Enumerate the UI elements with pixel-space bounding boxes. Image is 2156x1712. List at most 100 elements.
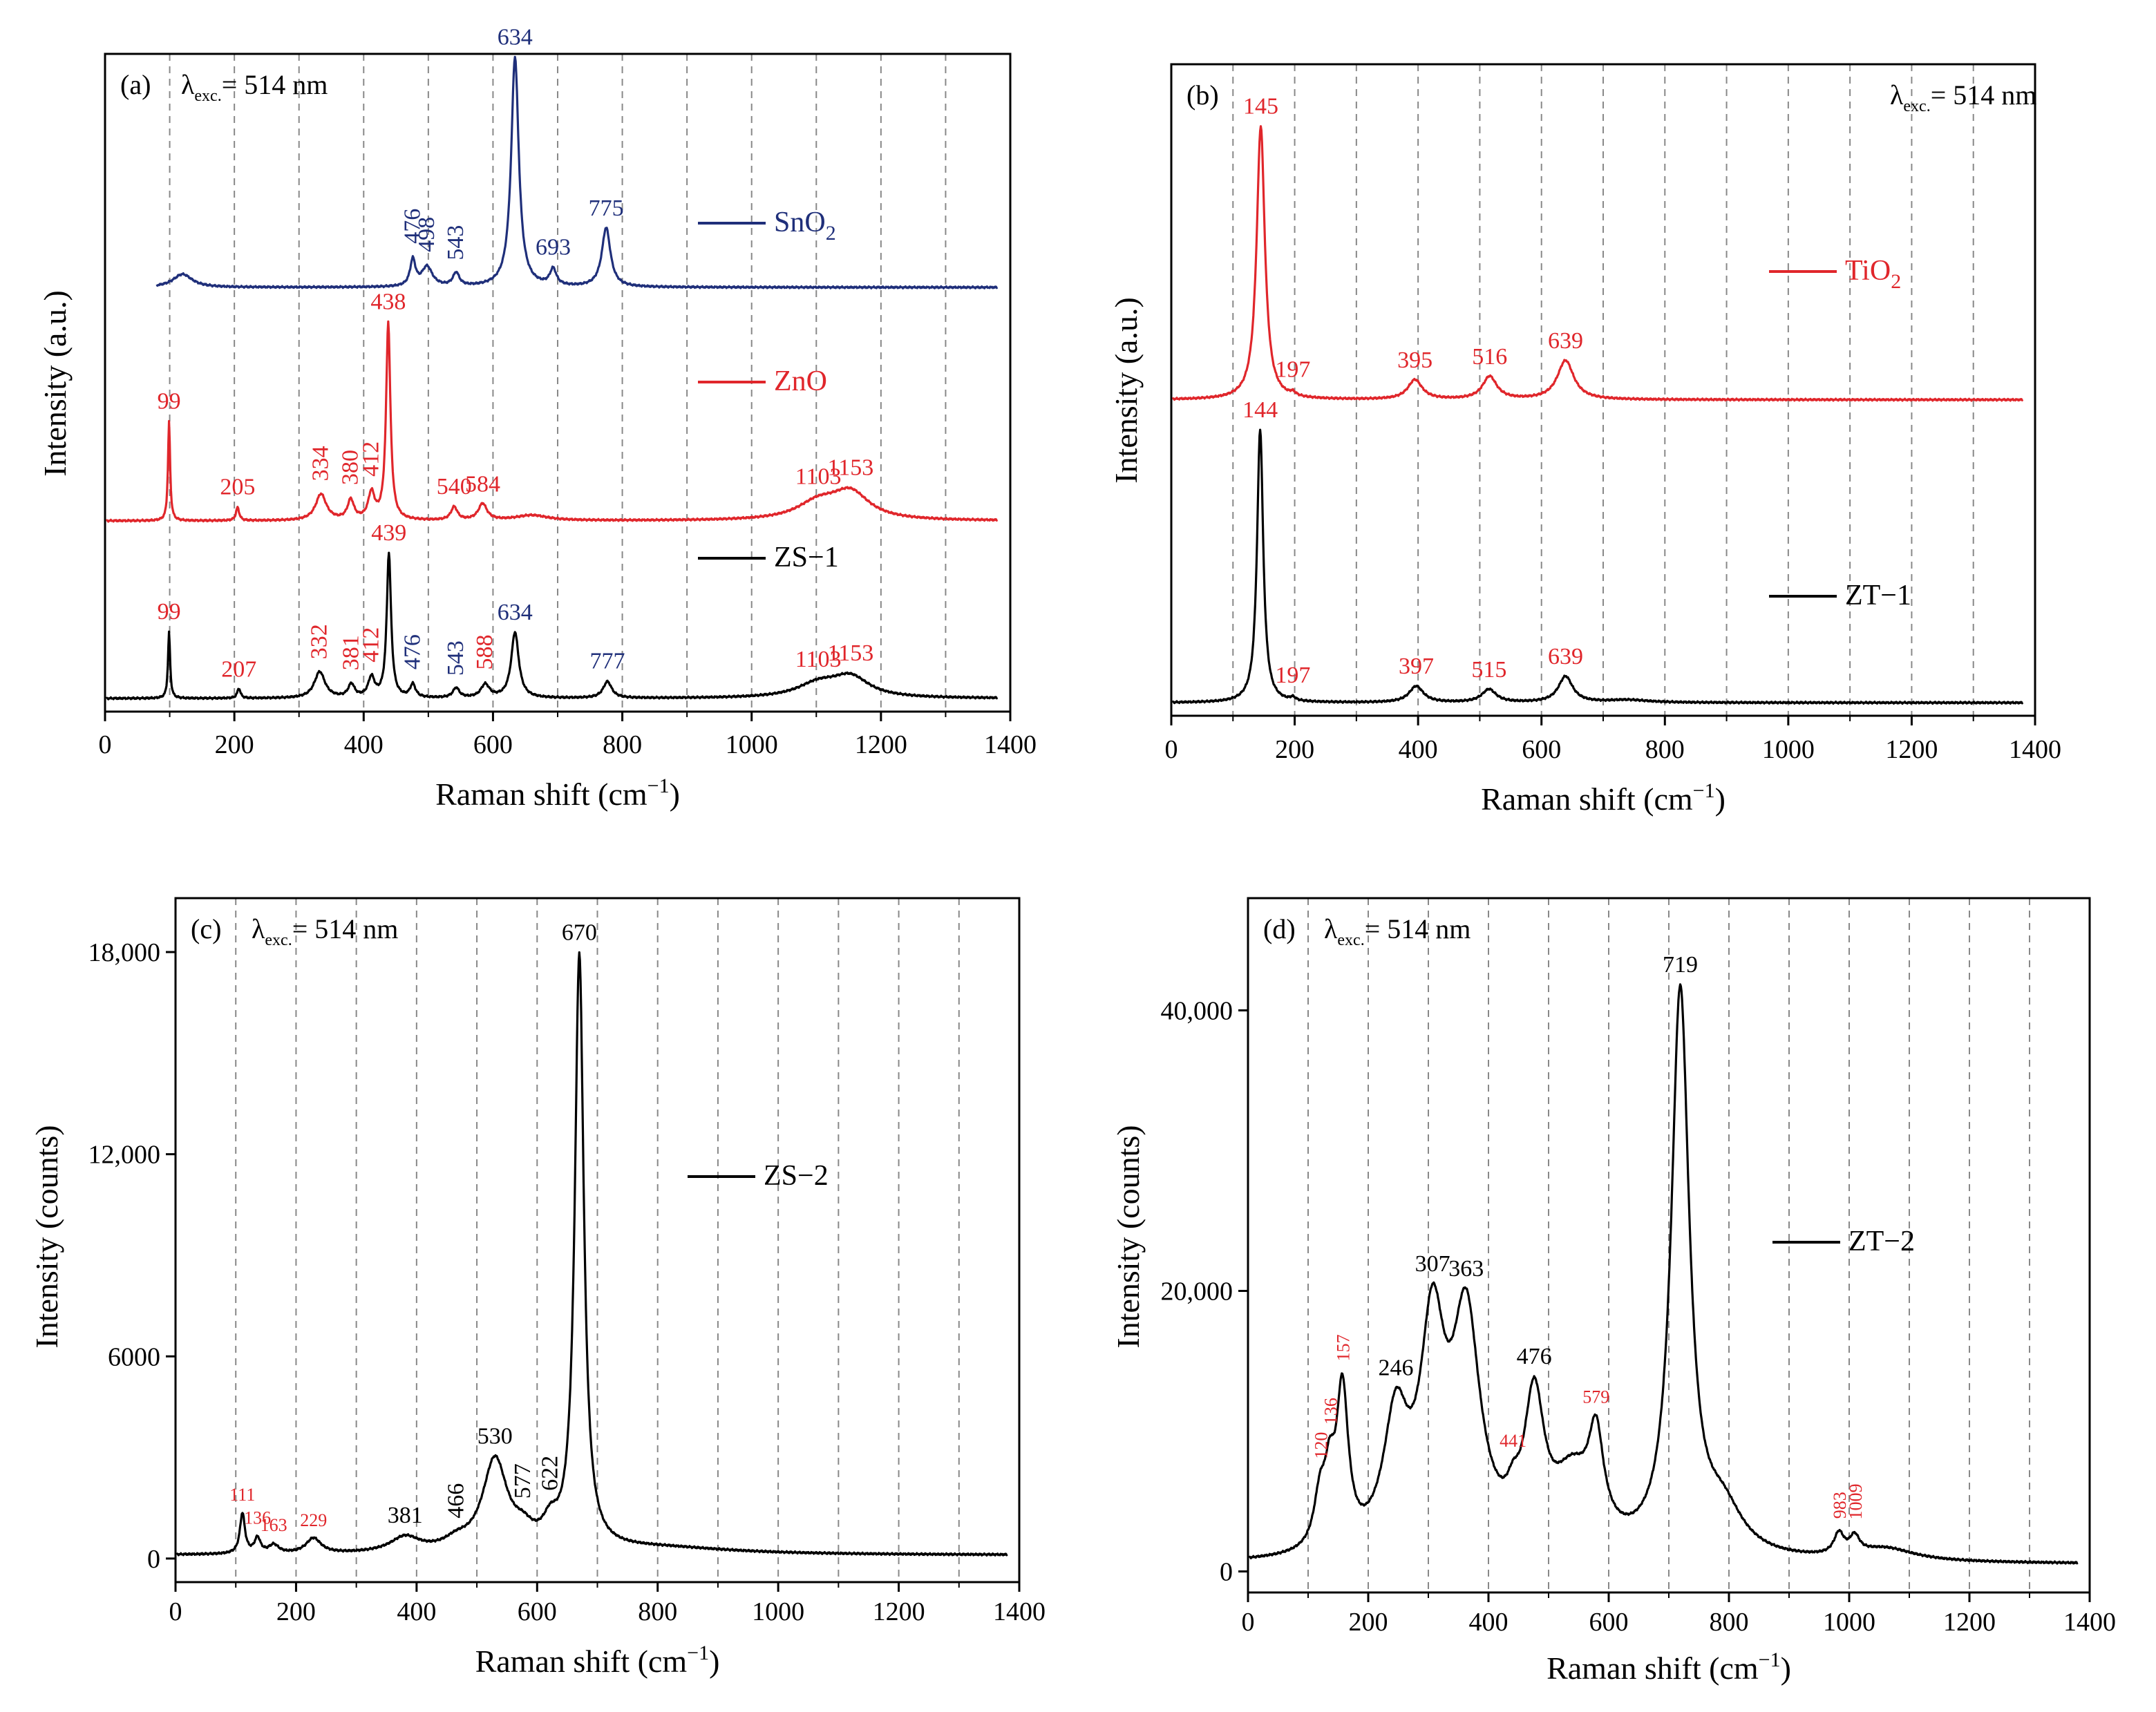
x-tick-label: 600 bbox=[1522, 735, 1561, 764]
x-tick-label: 1000 bbox=[1762, 735, 1815, 764]
panel-label: (d) bbox=[1263, 913, 1296, 944]
panel-d: 0 200 400 600 800 1000 1200 1400 0 20,000 40,000 Ra… bbox=[1110, 897, 2116, 1686]
peak-label: 515 bbox=[1471, 657, 1506, 683]
legend-label: ZT−2 bbox=[1848, 1226, 1915, 1257]
y-tick-label: 0 bbox=[1220, 1558, 1233, 1587]
peak-label: 412 bbox=[359, 441, 384, 477]
peak-label: 670 bbox=[562, 920, 597, 945]
x-tick-label: 400 bbox=[1469, 1608, 1509, 1637]
x-tick-label: 0 bbox=[99, 730, 112, 759]
x-tick-label: 200 bbox=[276, 1597, 316, 1626]
peak-label: 381 bbox=[388, 1503, 423, 1528]
excitation-label: λexc.= 514 nm bbox=[181, 69, 328, 105]
y-tick-label: 20,000 bbox=[1161, 1277, 1233, 1306]
legend-label: SnO2 bbox=[774, 207, 836, 245]
y-axis-title: Intensity (a.u.) bbox=[1108, 297, 1144, 484]
peak-label: 476 bbox=[1517, 1344, 1552, 1369]
peak-label: 441 bbox=[1500, 1431, 1526, 1451]
x-axis-title: Raman shift (cm−1) bbox=[475, 1642, 720, 1679]
peak-label: 588 bbox=[472, 635, 498, 670]
x-tick-label: 800 bbox=[1710, 1608, 1749, 1637]
peak-label: 777 bbox=[590, 648, 625, 674]
x-tick-label: 1400 bbox=[984, 730, 1037, 759]
panel-b: 0 200 400 600 800 1000 1200 1400 Raman shift (cm… bbox=[1108, 63, 2061, 817]
peak-label: 246 bbox=[1379, 1356, 1414, 1381]
x-tick-label: 0 bbox=[1165, 735, 1178, 764]
series-line-ZT-2 bbox=[1248, 983, 2079, 1565]
peak-label: 543 bbox=[443, 225, 469, 260]
peak-label: 145 bbox=[1243, 94, 1278, 120]
x-tick-label: 400 bbox=[1399, 735, 1438, 764]
x-axis-title: Raman shift (cm−1) bbox=[1547, 1648, 1791, 1686]
peak-label: 775 bbox=[589, 196, 624, 221]
peak-label: 157 bbox=[1334, 1334, 1354, 1361]
peak-label: 543 bbox=[443, 640, 469, 676]
peak-label: 1009 bbox=[1846, 1483, 1866, 1519]
peak-label: 205 bbox=[220, 475, 255, 500]
panel-label: (b) bbox=[1186, 79, 1219, 111]
y-tick-label: 12,000 bbox=[88, 1141, 161, 1170]
peak-label: 334 bbox=[308, 446, 334, 481]
legend-label: TiO2 bbox=[1845, 255, 1901, 293]
x-tick-label: 0 bbox=[169, 1597, 182, 1626]
x-tick-label: 600 bbox=[518, 1597, 557, 1626]
x-tick-label: 1200 bbox=[1885, 735, 1938, 764]
peak-label: 381 bbox=[339, 635, 364, 670]
peak-label: 136 bbox=[1321, 1398, 1341, 1425]
peak-label: 99 bbox=[158, 599, 181, 625]
x-tick-label: 800 bbox=[638, 1597, 677, 1626]
peak-label: 498 bbox=[414, 217, 439, 252]
peak-label: 163 bbox=[261, 1515, 287, 1535]
peak-label: 634 bbox=[498, 600, 533, 625]
peak-label: 634 bbox=[498, 24, 533, 50]
x-tick-label: 800 bbox=[1645, 735, 1685, 764]
peak-label: 111 bbox=[229, 1485, 255, 1505]
peak-label: 540 bbox=[437, 474, 472, 500]
x-tick-label: 0 bbox=[1242, 1608, 1255, 1637]
peak-label: 397 bbox=[1399, 654, 1434, 679]
peak-label: 983 bbox=[1830, 1492, 1850, 1519]
peak-label: 1153 bbox=[828, 640, 874, 666]
panel-c: 0 200 400 600 800 1000 1200 1400 0 6000 12,000 18,0… bbox=[29, 897, 1046, 1679]
series-line-TiO2 bbox=[1171, 125, 2024, 402]
x-tick-label: 200 bbox=[1349, 1608, 1388, 1637]
series-line-ZS-1 bbox=[105, 551, 999, 701]
peak-label: 438 bbox=[370, 289, 406, 314]
peak-label: 380 bbox=[338, 450, 363, 485]
peak-label: 136 bbox=[244, 1508, 271, 1528]
x-tick-label: 1200 bbox=[1943, 1608, 1996, 1637]
y-axis-title: Intensity (counts) bbox=[1110, 1125, 1146, 1348]
x-tick-label: 1400 bbox=[993, 1597, 1046, 1626]
peak-label: 693 bbox=[536, 235, 571, 260]
peak-label: 144 bbox=[1242, 397, 1278, 423]
x-axis-title: Raman shift (cm−1) bbox=[435, 774, 680, 812]
peak-label: 332 bbox=[307, 624, 332, 659]
x-tick-label: 600 bbox=[473, 730, 513, 759]
x-tick-label: 800 bbox=[603, 730, 642, 759]
peak-label: 577 bbox=[510, 1463, 536, 1499]
series-line-ZnO bbox=[105, 320, 999, 523]
peak-label: 579 bbox=[1582, 1387, 1609, 1407]
x-tick-label: 1000 bbox=[1823, 1608, 1875, 1637]
y-tick-label: 6000 bbox=[108, 1342, 160, 1371]
excitation-label: λexc.= 514 nm bbox=[1890, 79, 2036, 115]
y-tick-label: 18,000 bbox=[88, 938, 161, 967]
panel-label: (a) bbox=[120, 69, 151, 100]
panel-a: 0 200 400 600 800 1000 1200 1400 Raman shift (cm… bbox=[37, 24, 1037, 812]
x-tick-label: 200 bbox=[1275, 735, 1314, 764]
peak-label: 363 bbox=[1448, 1256, 1484, 1282]
y-axis-title: Intensity (a.u.) bbox=[37, 290, 73, 477]
legend-label: ZS−1 bbox=[774, 542, 839, 573]
peak-label: 639 bbox=[1548, 328, 1583, 354]
x-tick-label: 1400 bbox=[2063, 1608, 2116, 1637]
peak-label: 466 bbox=[443, 1483, 469, 1519]
peak-label: 719 bbox=[1663, 952, 1698, 978]
series-line-SnO2 bbox=[155, 55, 999, 289]
x-axis-title: Raman shift (cm−1) bbox=[1481, 779, 1725, 817]
peak-label: 639 bbox=[1548, 644, 1583, 669]
peak-label: 516 bbox=[1472, 344, 1507, 370]
peak-label: 476 bbox=[399, 634, 425, 669]
legend-label: ZnO bbox=[774, 365, 827, 397]
y-tick-label: 40,000 bbox=[1161, 996, 1233, 1025]
